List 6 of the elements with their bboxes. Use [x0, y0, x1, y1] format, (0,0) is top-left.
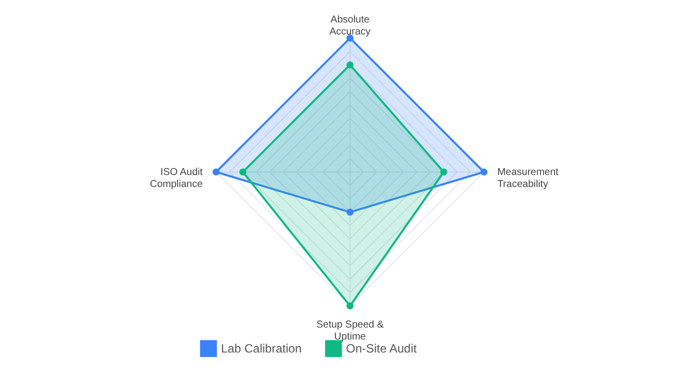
spoke-label: Measurement Traceability [497, 167, 559, 190]
legend-label: Lab Calibration [221, 342, 302, 356]
spoke-label: Absolute Accuracy [329, 14, 371, 38]
spoke-label: ISO Audit Compliance [150, 167, 204, 190]
legend-label: On-Site Audit [346, 342, 418, 356]
spoke-label: Setup Speed & Uptime [316, 319, 384, 342]
